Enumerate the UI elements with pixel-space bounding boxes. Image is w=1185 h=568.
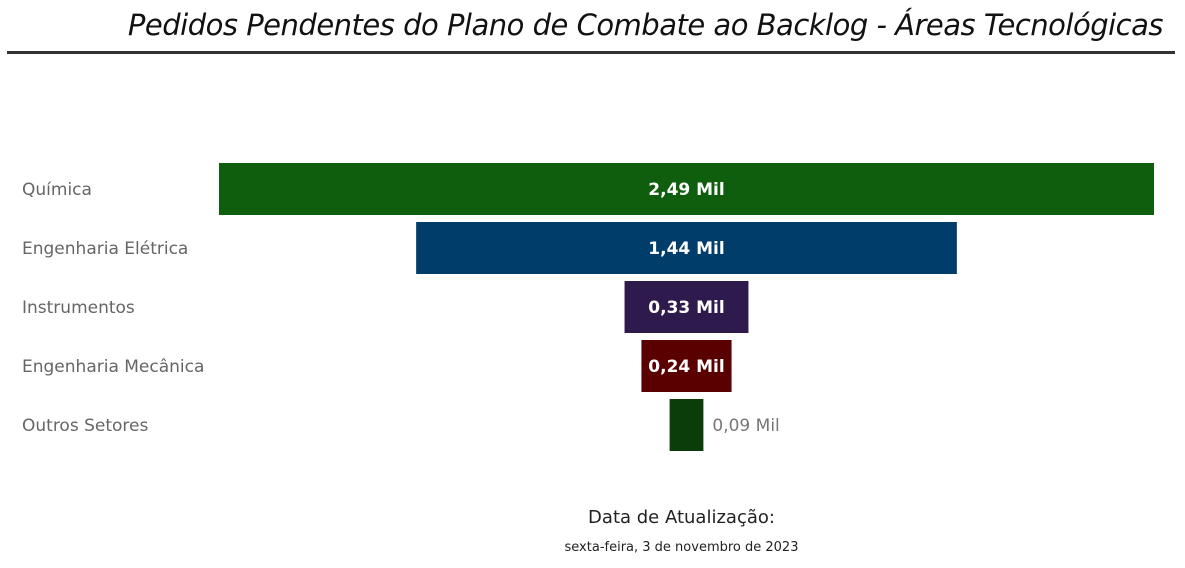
funnel-chart: Química 2,49 Mil Engenharia Elétrica 1,44 M…: [0, 0, 1185, 568]
category-label: Química: [22, 180, 92, 200]
category-label: Engenharia Mecânica: [22, 357, 204, 377]
data-label: 0,24 Mil: [648, 357, 724, 377]
data-label: 1,44 Mil: [648, 239, 724, 259]
category-label: Engenharia Elétrica: [22, 239, 188, 259]
data-label: 0,33 Mil: [648, 298, 724, 318]
data-label: 0,09 Mil: [712, 416, 779, 436]
data-label: 2,49 Mil: [648, 180, 724, 200]
funnel-bar[interactable]: [670, 399, 704, 451]
update-date: sexta-feira, 3 de novembro de 2023: [0, 540, 1185, 555]
category-label: Outros Setores: [22, 416, 148, 436]
update-label: Data de Atualização:: [0, 507, 1185, 528]
category-label: Instrumentos: [22, 298, 135, 318]
